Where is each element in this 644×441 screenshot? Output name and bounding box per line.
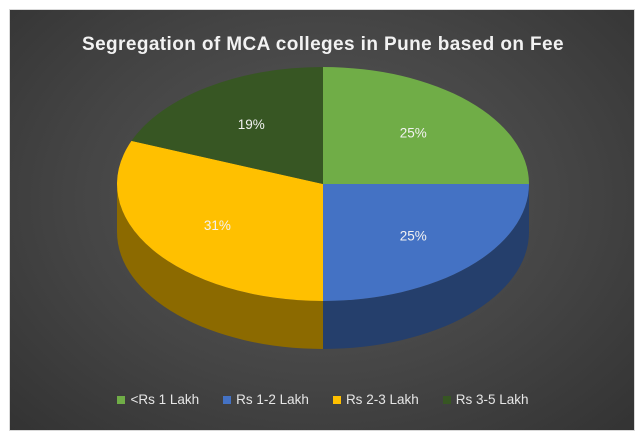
legend-label-0: <Rs 1 Lakh	[130, 392, 200, 407]
legend-item-0: <Rs 1 Lakh	[117, 392, 199, 407]
pie-slice-1	[323, 184, 529, 301]
legend-swatch-3	[442, 395, 451, 404]
legend-swatch-1	[223, 395, 232, 404]
pie-slice-2	[116, 140, 324, 301]
data-label-1: 25%	[400, 228, 427, 243]
legend-item-3: Rs 3-5 Lakh	[442, 392, 529, 407]
pie-side-1	[323, 184, 529, 349]
data-label-0: 25%	[400, 126, 427, 141]
pie-slice-3	[131, 67, 323, 184]
legend-item-2: Rs 2-3 Lakh	[332, 392, 419, 407]
data-label-2: 31%	[204, 218, 231, 233]
pie-chart: 25% 25% 31% 19%	[116, 67, 529, 349]
legend-label-2: Rs 2-3 Lakh	[345, 392, 419, 407]
chart-title: Segregation of MCA colleges in Pune base…	[82, 34, 564, 55]
data-label-3: 19%	[238, 117, 265, 132]
legend-label-3: Rs 3-5 Lakh	[455, 392, 529, 407]
legend-swatch-0	[117, 395, 126, 404]
pie-side-2	[117, 184, 323, 349]
chart-legend: <Rs 1 Lakh Rs 1-2 Lakh Rs 2-3 Lakh Rs 3-5 L…	[10, 392, 636, 407]
chart-area: Segregation of MCA colleges in Pune base…	[9, 9, 635, 431]
legend-swatch-2	[332, 395, 341, 404]
pie-slice-0	[323, 67, 529, 184]
legend-item-1: Rs 1-2 Lakh	[223, 392, 309, 407]
legend-label-1: Rs 1-2 Lakh	[236, 392, 309, 407]
